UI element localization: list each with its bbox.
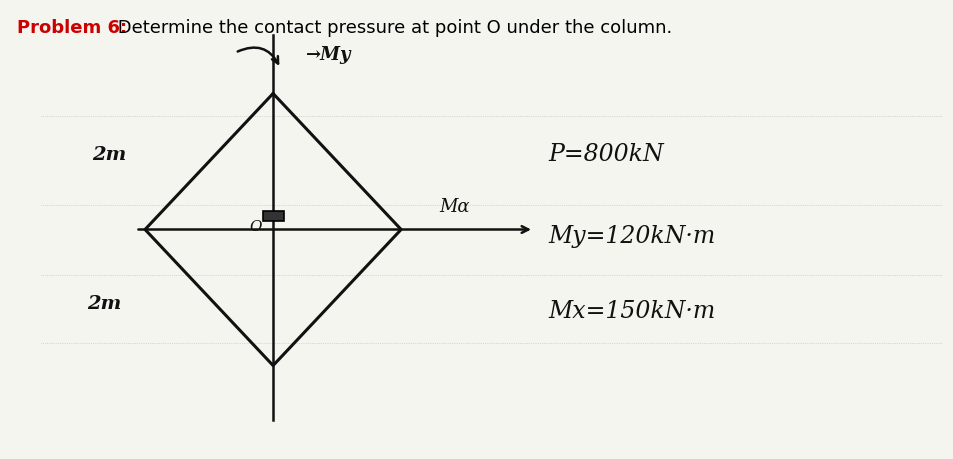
Text: 2m: 2m xyxy=(87,295,121,313)
Text: P=800kN: P=800kN xyxy=(548,143,663,166)
Text: Determine the contact pressure at point O under the column.: Determine the contact pressure at point … xyxy=(112,19,672,37)
Bar xyxy=(262,211,283,221)
Text: My=120kN·m: My=120kN·m xyxy=(548,225,715,248)
Text: Мα: Мα xyxy=(438,198,469,216)
Text: O: O xyxy=(250,220,262,234)
Text: →My: →My xyxy=(306,46,352,64)
Text: Mx=150kN·m: Mx=150kN·m xyxy=(548,300,715,323)
Text: Problem 6:: Problem 6: xyxy=(17,19,127,37)
Text: 2m: 2m xyxy=(91,146,126,164)
